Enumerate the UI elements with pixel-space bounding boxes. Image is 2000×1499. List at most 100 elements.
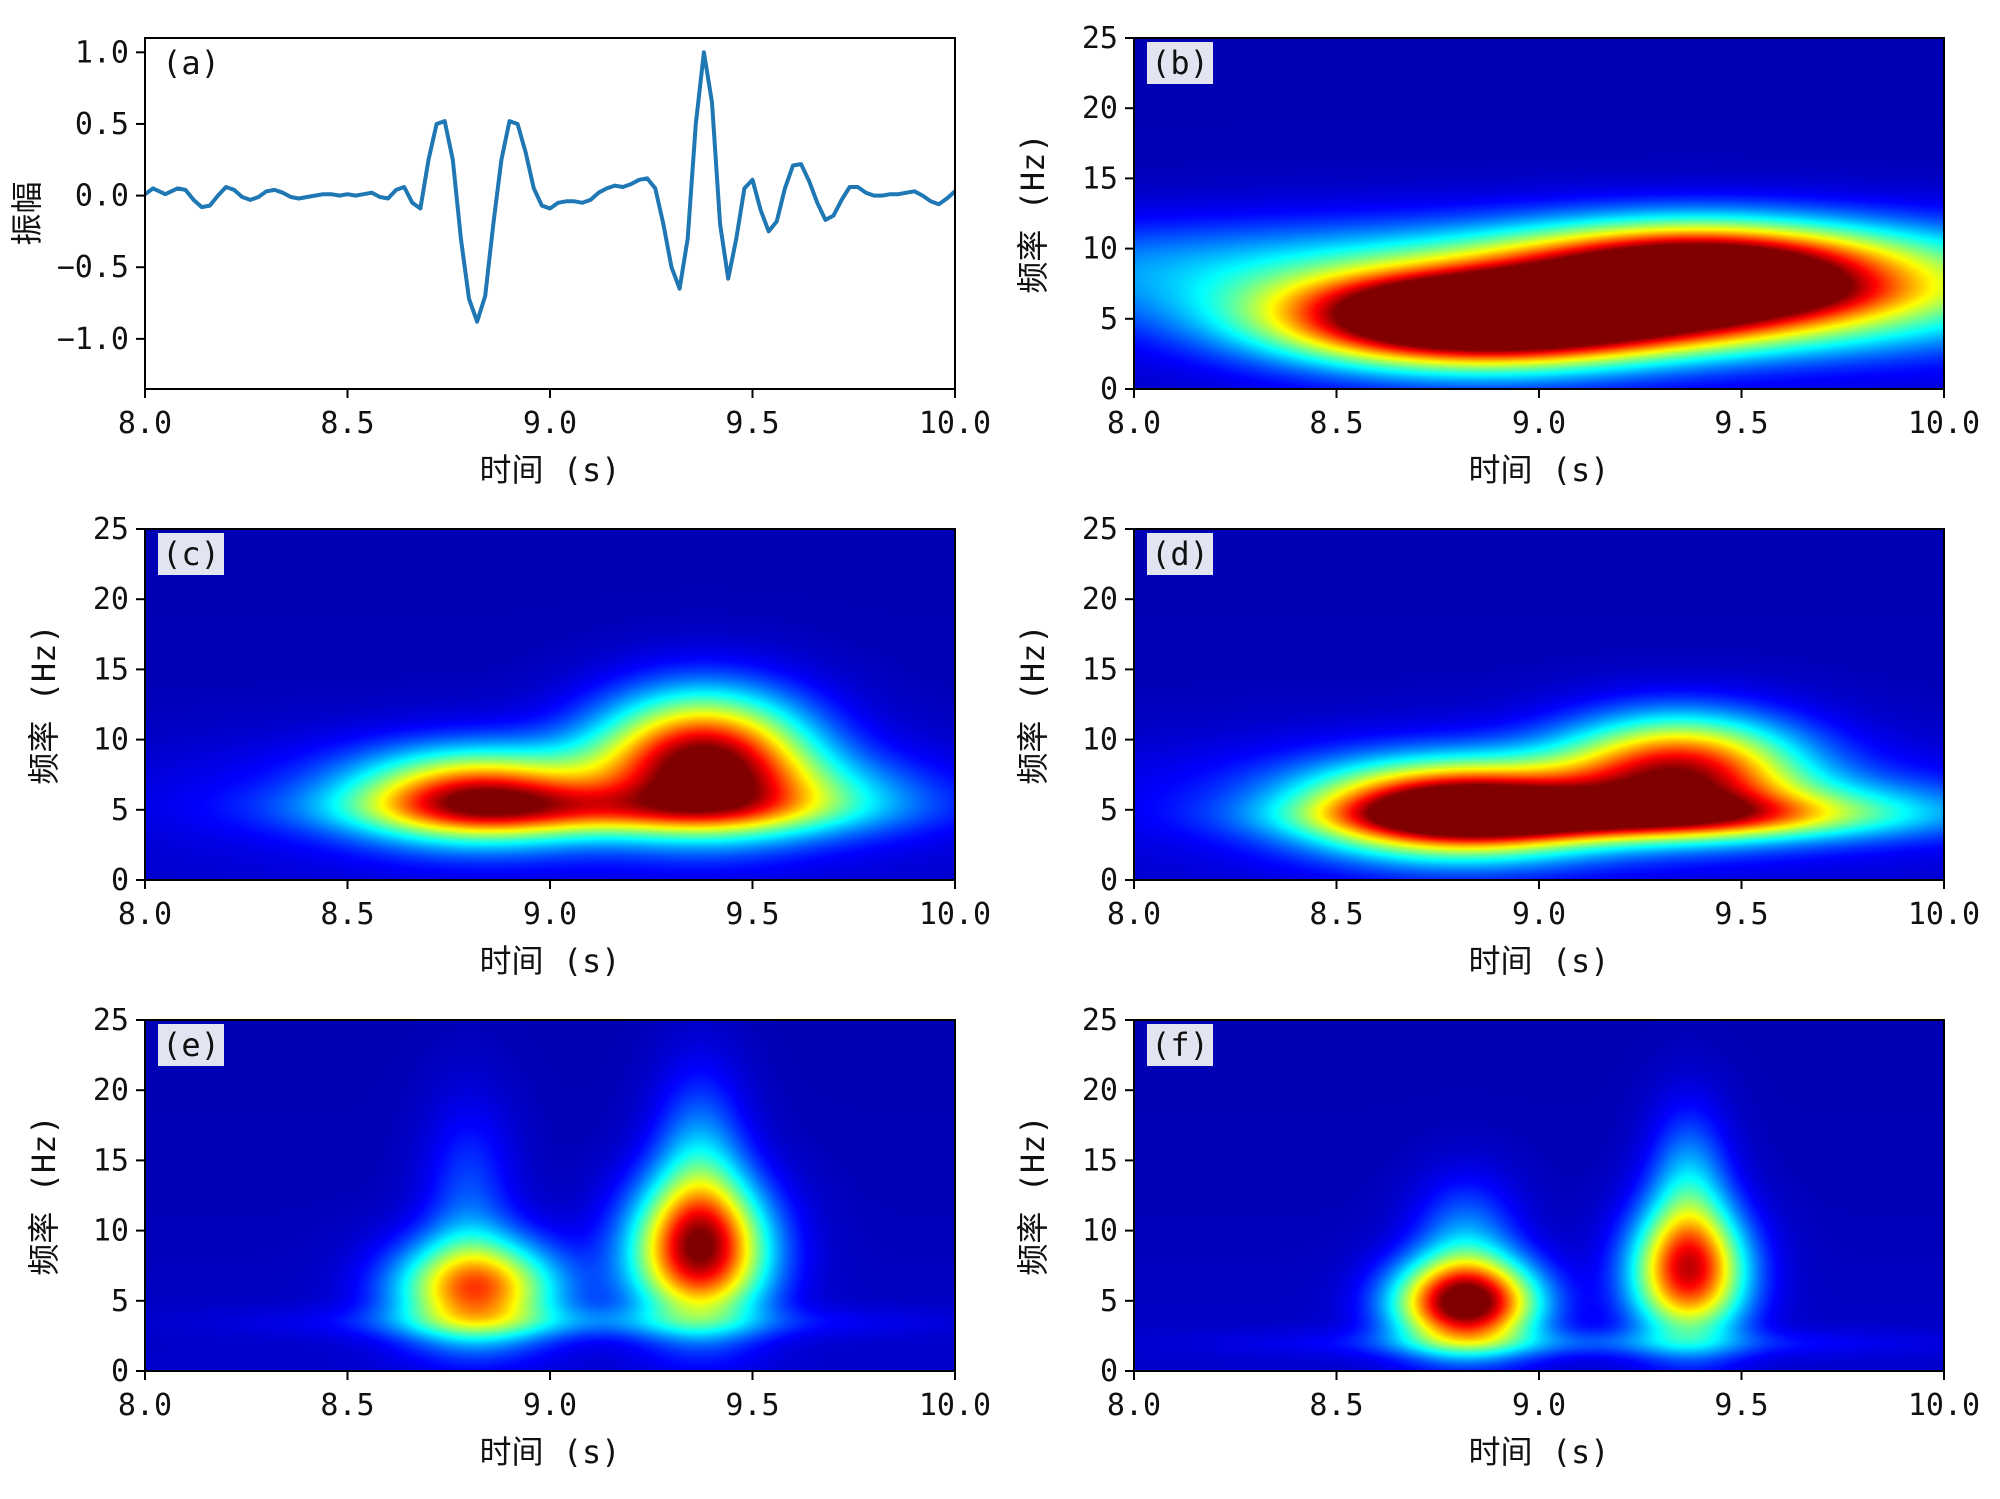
y-tick-label: −1.0 xyxy=(57,322,129,357)
heatmap-image xyxy=(145,1020,955,1371)
y-tick-label: 25 xyxy=(1082,1003,1118,1038)
panel-label: (f) xyxy=(1151,1026,1209,1064)
chart-panel-f: 8.0 8.5 9.0 9.5 10.0 0 5 10 15 20 25 时间 (s) 频率 (Hz) (… xyxy=(1014,1003,1980,1471)
y-tick-label: 25 xyxy=(1082,512,1118,547)
x-axis-label: 时间 (s) xyxy=(1468,451,1609,489)
y-tick-label: 20 xyxy=(1082,91,1118,126)
y-axis-label: 频率 (Hz) xyxy=(1014,1115,1052,1275)
chart-panel-c: 8.0 8.5 9.0 9.5 10.0 0 5 10 15 20 25 时间 (s) 频率 (Hz) (… xyxy=(25,512,991,980)
heatmap-image xyxy=(145,529,955,880)
y-tick-label: 15 xyxy=(1082,161,1118,196)
x-tick-label: 9.0 xyxy=(1512,406,1566,441)
x-tick-label: 9.0 xyxy=(523,1388,577,1423)
y-tick-label: 10 xyxy=(93,1214,129,1249)
x-tick-label: 8.5 xyxy=(320,1388,374,1423)
x-tick-label: 10.0 xyxy=(1908,897,1980,932)
y-axis-label: 频率 (Hz) xyxy=(25,1115,63,1275)
y-tick-label: 15 xyxy=(93,652,129,687)
panel-label: (c) xyxy=(162,535,220,573)
y-tick-label: 0.5 xyxy=(75,107,129,142)
y-tick-label: 1.0 xyxy=(75,35,129,70)
y-tick-label: 0 xyxy=(111,863,129,898)
y-tick-label: 20 xyxy=(1082,582,1118,617)
chart-panel-d: 8.0 8.5 9.0 9.5 10.0 0 5 10 15 20 25 时间 (s) 频率 (Hz) (… xyxy=(1014,512,1980,980)
y-axis-label: 振幅 xyxy=(8,181,46,245)
x-axis-label: 时间 (s) xyxy=(1468,1433,1609,1471)
heatmap-image xyxy=(1134,529,1944,880)
y-tick-label: 10 xyxy=(1082,1214,1118,1249)
chart-panel-e: 8.0 8.5 9.0 9.5 10.0 0 5 10 15 20 25 时间 (s) 频率 (Hz) (… xyxy=(25,1003,991,1471)
x-tick-label: 8.5 xyxy=(1309,406,1363,441)
y-tick-label: 15 xyxy=(93,1143,129,1178)
x-tick-label: 8.0 xyxy=(1107,406,1161,441)
y-tick-label: 5 xyxy=(1100,793,1118,828)
x-tick-label: 9.5 xyxy=(725,406,779,441)
panel-label-box xyxy=(158,1024,224,1066)
y-tick-label: 5 xyxy=(1100,1284,1118,1319)
y-tick-label: 25 xyxy=(93,512,129,547)
y-tick-label: 25 xyxy=(1082,21,1118,56)
x-tick-label: 8.0 xyxy=(1107,1388,1161,1423)
x-tick-label: 9.0 xyxy=(1512,1388,1566,1423)
y-tick-label: 20 xyxy=(93,582,129,617)
panel-label: (e) xyxy=(162,1026,220,1064)
y-axis-label: 频率 (Hz) xyxy=(1014,133,1052,293)
y-tick-label: 0 xyxy=(1100,1354,1118,1389)
chart-panel-a: 8.0 8.5 9.0 9.5 10.0 1.0 0.5 0.0 −0.5 −1.0 时间 (s) 振… xyxy=(8,35,991,489)
y-axis-label: 频率 (Hz) xyxy=(1014,624,1052,784)
x-tick-label: 9.0 xyxy=(1512,897,1566,932)
y-tick-label: 15 xyxy=(1082,1143,1118,1178)
y-tick-label: 0 xyxy=(111,1354,129,1389)
x-tick-label: 10.0 xyxy=(919,897,991,932)
y-tick-label: −0.5 xyxy=(57,250,129,285)
x-tick-label: 9.5 xyxy=(1714,406,1768,441)
y-tick-label: 10 xyxy=(1082,723,1118,758)
panel-label-box xyxy=(1147,533,1213,575)
panel-label-box xyxy=(1147,42,1213,84)
y-tick-label: 5 xyxy=(111,1284,129,1319)
panel-label: (d) xyxy=(1151,535,1209,573)
x-tick-label: 9.0 xyxy=(523,406,577,441)
y-tick-label: 15 xyxy=(1082,652,1118,687)
panel-label-box xyxy=(158,533,224,575)
x-axis-label: 时间 (s) xyxy=(479,451,620,489)
y-axis-label: 频率 (Hz) xyxy=(25,624,63,784)
x-tick-label: 8.0 xyxy=(118,406,172,441)
y-tick-label: 0 xyxy=(1100,372,1118,407)
x-axis-label: 时间 (s) xyxy=(479,942,620,980)
x-tick-label: 9.5 xyxy=(725,897,779,932)
heatmap-image xyxy=(1134,38,1944,389)
x-tick-label: 8.0 xyxy=(118,897,172,932)
plot-area xyxy=(145,38,955,389)
x-tick-label: 8.5 xyxy=(1309,897,1363,932)
y-tick-label: 0.0 xyxy=(75,179,129,214)
panel-label: (a) xyxy=(162,44,220,82)
y-tick-label: 5 xyxy=(111,793,129,828)
x-tick-label: 8.5 xyxy=(320,897,374,932)
y-tick-label: 10 xyxy=(93,723,129,758)
y-tick-label: 5 xyxy=(1100,302,1118,337)
chart-panel-b: 8.0 8.5 9.0 9.5 10.0 0 5 10 15 20 25 时间 (s) 频率 (Hz) (… xyxy=(1014,21,1980,489)
x-tick-label: 10.0 xyxy=(919,406,991,441)
y-tick-label: 0 xyxy=(1100,863,1118,898)
x-tick-label: 10.0 xyxy=(919,1388,991,1423)
x-tick-label: 8.0 xyxy=(1107,897,1161,932)
x-axis-label: 时间 (s) xyxy=(479,1433,620,1471)
panel-label: (b) xyxy=(1151,44,1209,82)
x-tick-label: 10.0 xyxy=(1908,1388,1980,1423)
y-tick-label: 20 xyxy=(1082,1073,1118,1108)
x-tick-label: 9.5 xyxy=(725,1388,779,1423)
x-axis-label: 时间 (s) xyxy=(1468,942,1609,980)
x-tick-label: 9.5 xyxy=(1714,897,1768,932)
x-tick-label: 9.0 xyxy=(523,897,577,932)
panel-label-box xyxy=(1147,1024,1213,1066)
x-tick-label: 9.5 xyxy=(1714,1388,1768,1423)
series-line xyxy=(143,50,957,324)
x-tick-label: 8.0 xyxy=(118,1388,172,1423)
x-tick-label: 8.5 xyxy=(1309,1388,1363,1423)
y-tick-label: 10 xyxy=(1082,232,1118,267)
heatmap-image xyxy=(1134,1020,1944,1371)
y-tick-label: 20 xyxy=(93,1073,129,1108)
x-tick-label: 8.5 xyxy=(320,406,374,441)
